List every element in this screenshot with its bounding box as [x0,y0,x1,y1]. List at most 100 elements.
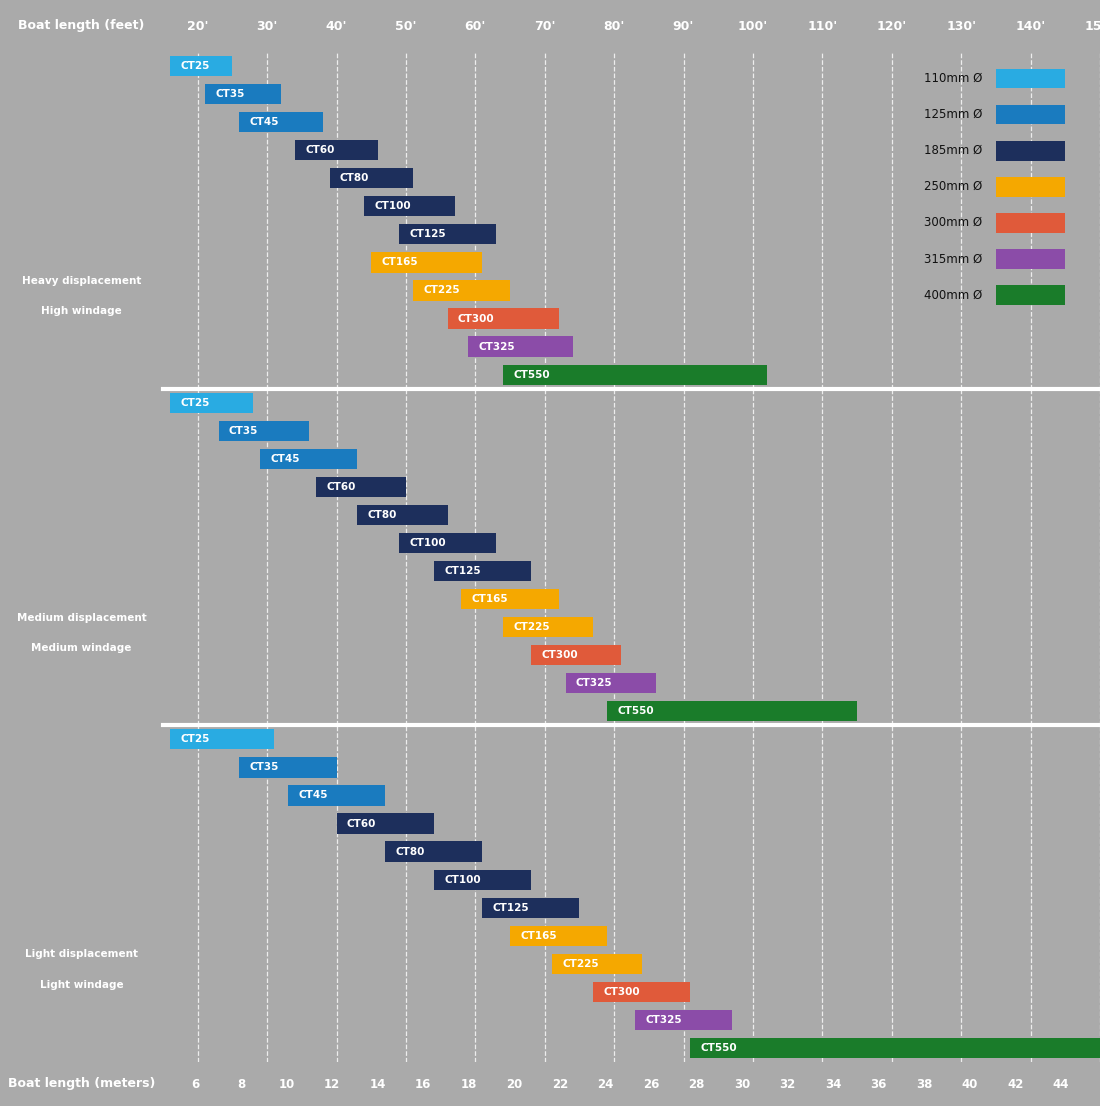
Text: CT25: CT25 [180,398,210,408]
Bar [295,140,378,160]
Bar [240,758,337,778]
Text: CT35: CT35 [229,426,258,436]
Text: Light displacement: Light displacement [25,949,138,959]
Text: 30': 30' [256,20,278,32]
Bar [288,785,385,805]
Text: 315mm Ø: 315mm Ø [924,252,982,265]
Text: Medium windage: Medium windage [31,643,132,653]
Text: 20': 20' [187,20,209,32]
Bar [462,589,559,609]
Bar [448,309,559,328]
Text: CT80: CT80 [367,510,397,520]
Text: CT325: CT325 [646,1015,682,1025]
Bar [433,561,531,581]
Bar [996,69,1065,88]
Bar [219,420,309,441]
Text: CT550: CT550 [514,369,550,379]
Text: 36: 36 [870,1077,887,1091]
Text: CT45: CT45 [250,117,279,127]
Text: Boat length (feet): Boat length (feet) [19,20,145,32]
Text: 110mm Ø: 110mm Ø [924,72,982,85]
Text: CT25: CT25 [180,734,210,744]
Bar [240,112,322,133]
Text: CT45: CT45 [298,791,328,801]
Bar [996,177,1065,197]
Text: 28: 28 [689,1077,705,1091]
Text: 38: 38 [916,1077,933,1091]
Text: 14: 14 [370,1077,386,1091]
Bar [565,674,656,693]
Text: CT165: CT165 [382,258,418,268]
Bar [635,1010,733,1030]
Text: 20: 20 [506,1077,522,1091]
Bar [261,449,358,469]
Bar [371,252,482,272]
Text: CT300: CT300 [458,313,495,324]
Text: CT550: CT550 [617,707,654,717]
Text: 120': 120' [877,20,906,32]
Bar [385,842,482,862]
Text: 130': 130' [946,20,976,32]
Text: 40: 40 [961,1077,978,1091]
Bar [205,84,280,104]
Bar [996,285,1065,305]
Bar [691,1037,1100,1058]
Text: 185mm Ø: 185mm Ø [924,144,982,157]
Text: CT325: CT325 [576,678,613,688]
Bar [552,953,642,974]
Bar [607,701,857,721]
Text: 50': 50' [395,20,417,32]
Text: 125mm Ø: 125mm Ø [924,108,982,121]
Text: 80': 80' [604,20,625,32]
Text: 6: 6 [191,1077,199,1091]
Bar [593,982,691,1002]
Text: CT60: CT60 [346,818,376,828]
Text: CT100: CT100 [409,538,446,547]
Bar [399,225,496,244]
Text: 140': 140' [1015,20,1046,32]
Text: CT225: CT225 [562,959,598,969]
Text: CT25: CT25 [180,61,210,71]
Text: 300mm Ø: 300mm Ø [924,217,982,229]
Text: 250mm Ø: 250mm Ø [924,180,982,194]
Text: CT80: CT80 [396,846,425,856]
Bar [337,813,433,834]
Text: Light windage: Light windage [40,980,123,990]
Text: 26: 26 [642,1077,659,1091]
Text: CT100: CT100 [375,201,411,211]
Text: 100': 100' [738,20,768,32]
Text: 18: 18 [461,1077,477,1091]
Text: 22: 22 [552,1077,568,1091]
Text: 400mm Ø: 400mm Ø [924,289,982,301]
Text: 110': 110' [807,20,837,32]
Text: CT35: CT35 [250,762,279,772]
Text: 90': 90' [673,20,694,32]
Bar [169,729,274,750]
Bar [330,168,412,188]
Bar [364,196,454,217]
Bar [482,898,580,918]
Text: High windage: High windage [41,306,122,316]
Bar [503,617,593,637]
Text: Medium displacement: Medium displacement [16,613,146,623]
Bar [433,869,531,889]
Bar [469,336,572,356]
Text: CT45: CT45 [271,453,300,463]
Text: 44: 44 [1053,1077,1069,1091]
Text: CT35: CT35 [216,90,244,100]
Bar [531,645,621,666]
Text: 30: 30 [734,1077,750,1091]
Text: CT550: CT550 [701,1043,737,1053]
Text: 16: 16 [415,1077,431,1091]
Bar [996,212,1065,232]
Text: 8: 8 [236,1077,245,1091]
Bar [316,477,406,497]
Bar [399,533,496,553]
Text: CT125: CT125 [493,902,529,912]
Bar [169,393,253,413]
Text: Boat length (meters): Boat length (meters) [8,1077,155,1091]
Text: CT165: CT165 [520,931,557,941]
Text: CT100: CT100 [444,875,481,885]
Text: 42: 42 [1008,1077,1023,1091]
Text: CT225: CT225 [514,623,550,633]
